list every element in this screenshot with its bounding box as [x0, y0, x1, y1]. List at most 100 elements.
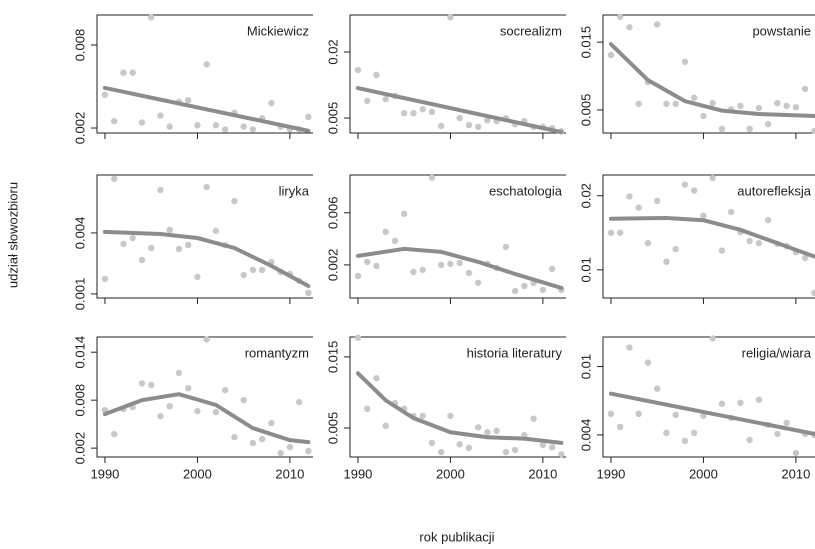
y-tick-label: 0.002	[325, 249, 340, 282]
data-point	[419, 106, 426, 113]
data-point	[120, 240, 127, 248]
data-point	[363, 405, 371, 413]
data-point	[681, 437, 689, 445]
data-point	[305, 289, 312, 297]
panel-title: historia literatury	[467, 345, 563, 360]
data-point	[221, 126, 229, 133]
panel-frame	[349, 336, 566, 458]
data-point	[764, 120, 772, 128]
panel-frame	[602, 174, 815, 299]
data-point	[746, 436, 753, 444]
x-tick-label: 2010	[528, 466, 557, 481]
y-tick-label: 0.02	[578, 183, 593, 208]
data-point	[690, 429, 698, 437]
data-point	[437, 261, 445, 269]
data-point	[718, 247, 726, 254]
data-point	[755, 239, 763, 247]
data-point	[493, 427, 500, 435]
data-point	[363, 258, 371, 266]
panel-title: romantyzm	[245, 345, 309, 360]
data-point	[635, 100, 642, 108]
data-point	[530, 415, 537, 422]
data-point	[354, 66, 362, 74]
y-tick-label: 0.006	[325, 197, 340, 230]
data-point	[456, 114, 463, 122]
data-point	[249, 266, 257, 274]
data-point	[558, 451, 565, 458]
panel-title: religia/wiara	[742, 345, 812, 360]
data-point	[801, 85, 809, 93]
x-tick-label: 2010	[275, 466, 304, 481]
y-tick-label: 0.008	[72, 29, 87, 62]
data-point	[437, 122, 445, 130]
data-point	[391, 237, 399, 244]
data-point	[783, 102, 790, 110]
data-point	[166, 123, 173, 130]
data-point	[548, 265, 556, 273]
y-tick-label: 0.004	[578, 419, 593, 452]
data-point	[295, 398, 303, 406]
data-point	[626, 344, 633, 351]
data-point	[616, 13, 624, 21]
panel-title: autorefleksja	[737, 183, 811, 198]
panel-frame	[602, 14, 815, 134]
data-point	[129, 234, 136, 242]
data-point	[663, 429, 670, 437]
data-point	[502, 243, 510, 251]
data-point	[746, 237, 753, 245]
data-point	[249, 126, 257, 133]
data-point	[184, 97, 192, 104]
data-point	[157, 112, 164, 119]
data-point	[138, 119, 146, 126]
x-tick-label: 1990	[90, 466, 119, 481]
data-point	[110, 430, 118, 438]
data-point	[354, 334, 362, 341]
y-tick-label: 0.001	[72, 278, 87, 311]
data-point	[110, 117, 118, 125]
trend-line	[608, 42, 815, 119]
panel-frame	[602, 336, 815, 458]
y-tick-label: 0.005	[325, 102, 340, 135]
data-point	[231, 197, 238, 205]
y-tick-label: 0.014	[72, 336, 87, 369]
data-point	[774, 99, 781, 107]
panel-title: socrealizm	[500, 23, 562, 38]
data-point	[147, 381, 155, 389]
y-tick-label: 0.015	[325, 341, 340, 374]
data-point	[373, 71, 380, 79]
data-point	[175, 245, 183, 253]
data-point	[465, 444, 473, 452]
data-point	[484, 117, 491, 124]
data-point	[653, 197, 661, 205]
panel-frame	[96, 174, 313, 299]
data-point	[147, 14, 155, 21]
panel-title: Mickiewicz	[247, 23, 309, 38]
data-point	[447, 14, 454, 21]
data-point	[194, 407, 201, 415]
data-point	[626, 193, 633, 200]
data-point	[801, 254, 809, 262]
data-point	[616, 423, 624, 431]
data-point	[539, 441, 547, 449]
data-point	[382, 422, 389, 430]
data-point	[811, 127, 815, 135]
panel-title: powstanie	[752, 23, 811, 38]
x-tick-label: 1990	[343, 466, 372, 481]
y-tick-label: 0.002	[72, 112, 87, 145]
x-tick-label: 2000	[436, 466, 465, 481]
data-point	[792, 449, 800, 457]
data-point	[626, 24, 633, 31]
data-point	[400, 210, 408, 218]
trend-line	[608, 215, 815, 259]
data-point	[672, 245, 679, 253]
data-point	[212, 408, 220, 416]
data-point	[635, 204, 642, 211]
data-point	[700, 112, 707, 120]
data-point	[203, 336, 210, 343]
data-point	[456, 259, 463, 267]
data-point	[194, 273, 201, 281]
data-point	[465, 269, 473, 277]
data-point	[447, 260, 454, 268]
data-point	[305, 113, 312, 121]
